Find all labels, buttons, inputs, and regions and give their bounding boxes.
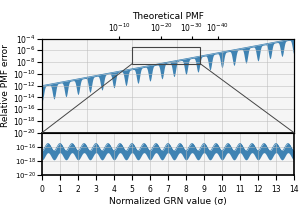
X-axis label: Theoretical PMF: Theoretical PMF	[132, 12, 204, 21]
Bar	[132, 48, 200, 64]
Y-axis label: Relative PMF error: Relative PMF error	[1, 44, 10, 127]
X-axis label: Normalized GRN value (σ): Normalized GRN value (σ)	[109, 197, 227, 206]
